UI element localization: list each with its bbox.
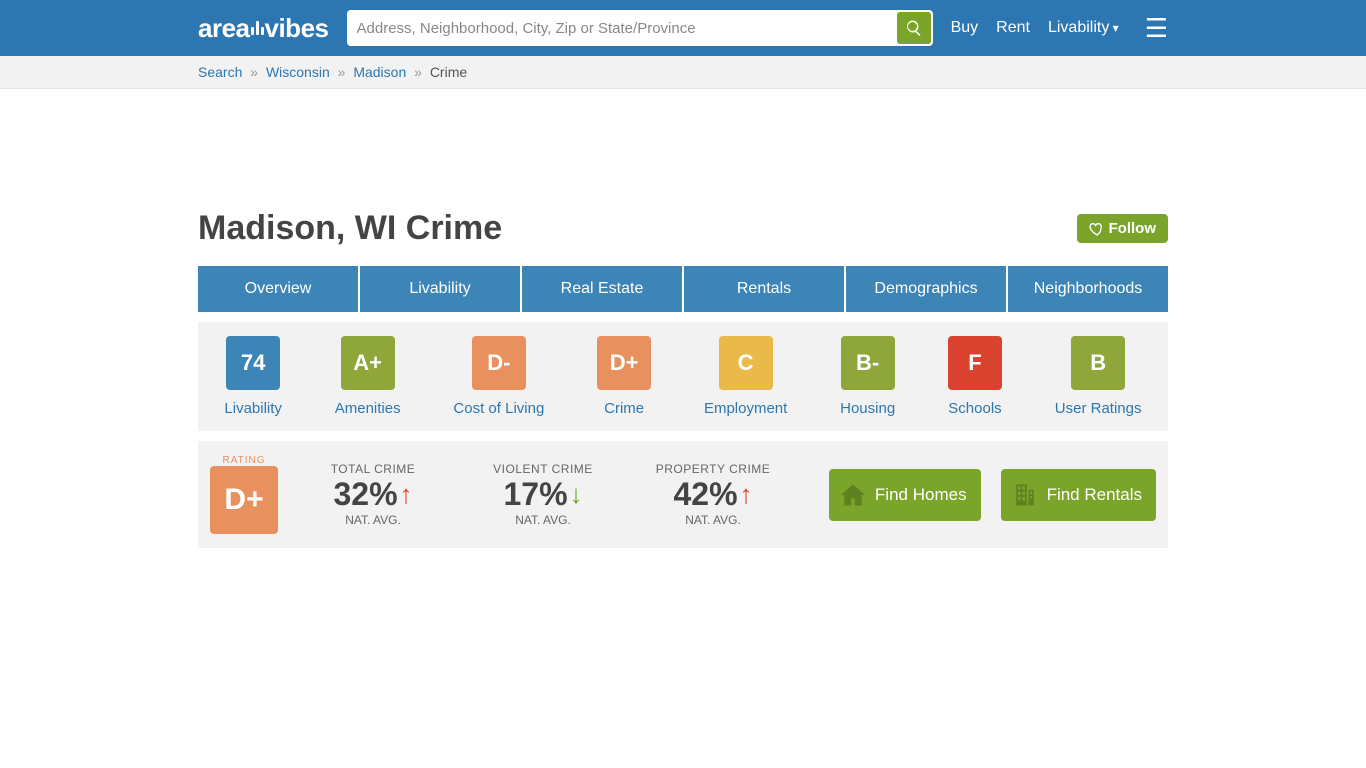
stat-total-crime: TOTAL CRIME 32% ↑ NAT. AVG. [298,462,448,527]
site-logo[interactable]: area vibes [198,13,329,44]
cta-label: Find Rentals [1047,485,1142,505]
stat-label: VIOLENT CRIME [468,462,618,476]
tab-rentals[interactable]: Rentals [684,266,844,312]
site-header: area vibes Buy Rent Livability ☰ [0,0,1366,56]
grade-cost-of-living[interactable]: D- Cost of Living [453,336,544,417]
breadcrumb-city[interactable]: Madison [353,64,406,80]
cta-label: Find Homes [875,485,967,505]
breadcrumb: Search » Wisconsin » Madison » Crime [198,56,1168,88]
grade-label: Crime [597,400,651,417]
grade-label: Amenities [335,400,401,417]
grade-label: Employment [704,400,787,417]
grade-box: C [719,336,773,390]
grades-panel: 74 Livability A+ Amenities D- Cost of Li… [198,322,1168,431]
search-button[interactable] [897,12,931,44]
grade-box: D- [472,336,526,390]
grade-employment[interactable]: C Employment [704,336,787,417]
grade-livability[interactable]: 74 Livability [224,336,282,417]
stat-label: TOTAL CRIME [298,462,448,476]
tab-real-estate[interactable]: Real Estate [522,266,682,312]
grade-label: User Ratings [1055,400,1142,417]
nav-rent[interactable]: Rent [996,19,1030,37]
grade-box: B- [841,336,895,390]
grade-box: A+ [341,336,395,390]
grade-label: Livability [224,400,282,417]
heart-icon [1089,221,1105,237]
search-icon [905,19,923,37]
search-input[interactable] [347,10,895,46]
grade-crime[interactable]: D+ Crime [597,336,651,417]
tab-overview[interactable]: Overview [198,266,358,312]
nav-buy[interactable]: Buy [951,19,979,37]
category-tabs: Overview Livability Real Estate Rentals … [198,266,1168,312]
stat-label: PROPERTY CRIME [638,462,788,476]
grade-box: F [948,336,1002,390]
find-homes-button[interactable]: Find Homes [829,469,981,521]
nav-livability[interactable]: Livability [1048,19,1119,37]
tab-neighborhoods[interactable]: Neighborhoods [1008,266,1168,312]
grade-housing[interactable]: B- Housing [840,336,895,417]
stat-sublabel: NAT. AVG. [638,513,788,527]
breadcrumb-sep: » [338,64,346,80]
main-content: Madison, WI Crime Follow Overview Livabi… [198,89,1168,548]
follow-label: Follow [1109,220,1157,237]
rating-block: RATING D+ [210,455,278,534]
find-rentals-button[interactable]: Find Rentals [1001,469,1156,521]
logo-text-b: vibes [265,13,329,44]
tab-livability[interactable]: Livability [360,266,520,312]
stat-property-crime: PROPERTY CRIME 42% ↑ NAT. AVG. [638,462,788,527]
rating-label: RATING [210,455,278,466]
grade-box: B [1071,336,1125,390]
grade-user-ratings[interactable]: B User Ratings [1055,336,1142,417]
grade-schools[interactable]: F Schools [948,336,1002,417]
stat-value: 32% [333,476,397,513]
crime-stats-bar: RATING D+ TOTAL CRIME 32% ↑ NAT. AVG. VI… [198,441,1168,548]
breadcrumb-current: Crime [430,64,467,80]
building-icon [1011,481,1039,509]
logo-text-a: area [198,13,250,44]
breadcrumb-bar: Search » Wisconsin » Madison » Crime [0,56,1366,89]
breadcrumb-sep: » [414,64,422,80]
grade-amenities[interactable]: A+ Amenities [335,336,401,417]
breadcrumb-state[interactable]: Wisconsin [266,64,330,80]
arrow-up-icon: ↑ [740,479,753,510]
grade-label: Cost of Living [453,400,544,417]
stat-sublabel: NAT. AVG. [298,513,448,527]
stat-violent-crime: VIOLENT CRIME 17% ↓ NAT. AVG. [468,462,618,527]
arrow-up-icon: ↑ [400,479,413,510]
logo-bars-icon [251,21,264,35]
breadcrumb-search[interactable]: Search [198,64,242,80]
page-title: Madison, WI Crime [198,209,502,248]
stat-value: 42% [673,476,737,513]
search-container [347,10,933,46]
tab-demographics[interactable]: Demographics [846,266,1006,312]
follow-button[interactable]: Follow [1077,214,1169,243]
arrow-down-icon: ↓ [570,479,583,510]
breadcrumb-sep: » [250,64,258,80]
rating-grade: D+ [210,466,278,534]
grade-box: 74 [226,336,280,390]
stat-value: 17% [503,476,567,513]
stat-sublabel: NAT. AVG. [468,513,618,527]
hamburger-menu-icon[interactable]: ☰ [1145,15,1168,41]
house-icon [839,481,867,509]
grade-label: Schools [948,400,1002,417]
grade-box: D+ [597,336,651,390]
grade-label: Housing [840,400,895,417]
